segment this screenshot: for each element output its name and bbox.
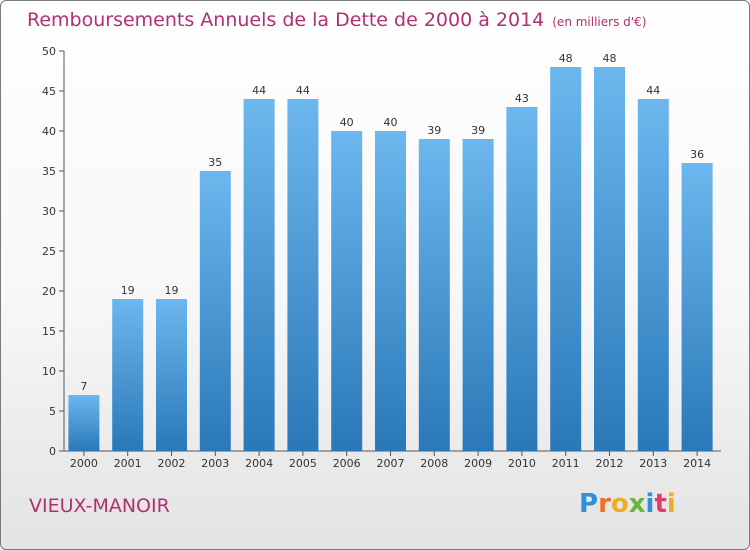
logo-letter: o	[610, 489, 629, 519]
x-tick-label-2000: 2000	[70, 457, 98, 470]
y-tick-label: 20	[42, 285, 56, 298]
y-tick-label: 50	[42, 45, 56, 58]
chart-unit: (en milliers d'€)	[552, 15, 647, 29]
chart-value-labels: 7 19 19 35 44 44 40 40 39 39 43 48 48 44 36	[80, 52, 704, 393]
value-label-2003: 35	[208, 156, 222, 169]
value-label-2002: 19	[165, 284, 179, 297]
value-label-2007: 40	[384, 116, 398, 129]
value-label-2008: 39	[427, 124, 441, 137]
chart-bars	[68, 67, 713, 451]
y-tick-label: 10	[42, 365, 56, 378]
bar-2009	[462, 139, 494, 451]
proxiti-logo[interactable]: Proxiti	[579, 489, 676, 519]
value-label-2005: 44	[296, 84, 310, 97]
y-tick-label: 30	[42, 205, 56, 218]
logo-letter: i	[645, 489, 655, 519]
y-tick-label: 45	[42, 85, 56, 98]
x-tick-label-2014: 2014	[683, 457, 711, 470]
x-tick-label-2003: 2003	[201, 457, 229, 470]
bar-2010	[506, 107, 538, 451]
y-tick-label: 5	[49, 405, 56, 418]
value-label-2001: 19	[121, 284, 135, 297]
bar-2014	[681, 163, 713, 451]
bar-2000	[68, 395, 100, 451]
bar-2012	[594, 67, 625, 451]
bar-2002	[156, 299, 187, 451]
bar-2004	[243, 99, 275, 451]
value-label-2000: 7	[80, 380, 87, 393]
value-label-2010: 43	[515, 92, 529, 105]
x-tick-label-2002: 2002	[158, 457, 186, 470]
logo-letter: x	[628, 489, 646, 519]
commune-name: VIEUX-MANOIR	[29, 495, 170, 517]
bar-2008	[418, 139, 450, 451]
x-tick-label-2004: 2004	[245, 457, 273, 470]
bar-2013	[637, 99, 669, 451]
value-label-2012: 48	[603, 52, 617, 65]
bar-2007	[375, 131, 406, 451]
logo-letter: i	[666, 489, 676, 519]
logo-letter: P	[579, 489, 599, 519]
x-tick-label-2009: 2009	[464, 457, 492, 470]
value-label-2006: 40	[340, 116, 354, 129]
value-label-2004: 44	[252, 84, 266, 97]
logo-letter: r	[598, 489, 611, 519]
bar-2001	[112, 299, 144, 451]
x-tick-label-2008: 2008	[420, 457, 448, 470]
x-tick-label-2007: 2007	[377, 457, 405, 470]
x-tick-label-2013: 2013	[639, 457, 667, 470]
bar-2003	[199, 171, 231, 451]
value-label-2009: 39	[471, 124, 485, 137]
value-label-2013: 44	[646, 84, 660, 97]
value-label-2011: 48	[559, 52, 573, 65]
bar-2011	[550, 67, 582, 451]
logo-letter: t	[654, 489, 667, 519]
y-tick-label: 35	[42, 165, 56, 178]
y-tick-label: 15	[42, 325, 56, 338]
x-tick-label-2011: 2011	[552, 457, 580, 470]
bar-2005	[287, 99, 319, 451]
x-tick-label-2010: 2010	[508, 457, 536, 470]
x-tick-label-2006: 2006	[333, 457, 361, 470]
y-tick-label: 40	[42, 125, 56, 138]
x-tick-label-2001: 2001	[114, 457, 142, 470]
x-tick-label-2012: 2012	[596, 457, 624, 470]
chart-title: Remboursements Annuels de la Dette de 20…	[27, 9, 646, 31]
bar-2006	[331, 131, 363, 451]
y-tick-label: 0	[49, 445, 56, 458]
x-tick-label-2005: 2005	[289, 457, 317, 470]
y-tick-label: 25	[42, 245, 56, 258]
value-label-2014: 36	[690, 148, 704, 161]
chart-title-text: Remboursements Annuels de la Dette de 20…	[27, 9, 545, 31]
